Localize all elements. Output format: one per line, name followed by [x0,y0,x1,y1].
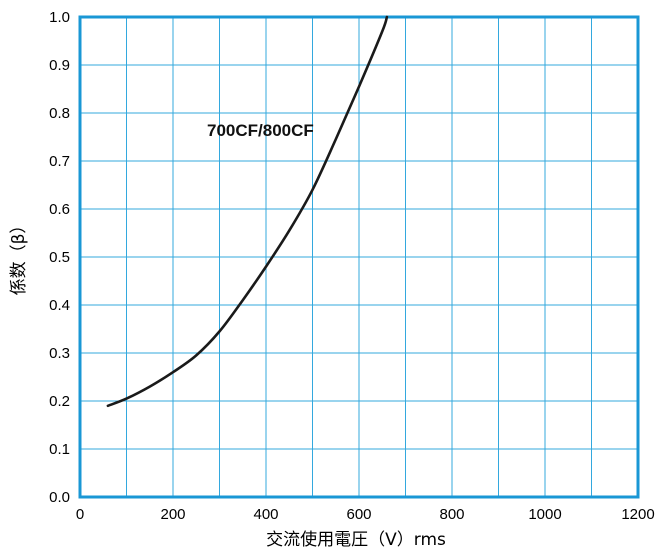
y-axis-title: 係数（β） [9,217,29,296]
y-tick-labels: 0.0 0.1 0.2 0.3 0.4 0.5 0.6 0.7 0.8 0.9 1.0 [49,9,70,506]
x-tick-labels: 0 200 400 600 800 1000 1200 [76,506,655,523]
grid [80,17,638,497]
series-line [106,15,389,408]
x-tick-label: 1000 [528,506,561,523]
series-label: 700CF/800CF [207,121,314,140]
x-tick-label: 400 [253,506,278,523]
y-tick-label: 0.2 [49,393,70,410]
x-tick-label: 0 [76,506,84,523]
y-tick-label: 0.9 [49,57,70,74]
y-tick-label: 0.6 [49,201,70,218]
plot-frame [78,15,640,499]
y-tick-label: 1.0 [49,9,70,26]
y-tick-label: 0.5 [49,249,70,266]
plot-border [78,15,640,499]
y-tick-label: 0.7 [49,153,70,170]
x-tick-label: 1200 [621,506,654,523]
x-axis-title: 交流使用電圧（V）rms [266,529,446,550]
x-tick-label: 200 [160,506,185,523]
x-tick-label: 800 [439,506,464,523]
x-tick-label: 600 [346,506,371,523]
y-tick-label: 0.0 [49,489,70,506]
y-tick-label: 0.8 [49,105,70,122]
series-lines [106,15,389,408]
y-tick-label: 0.1 [49,441,70,458]
y-tick-label: 0.3 [49,345,70,362]
y-tick-label: 0.4 [49,297,70,314]
